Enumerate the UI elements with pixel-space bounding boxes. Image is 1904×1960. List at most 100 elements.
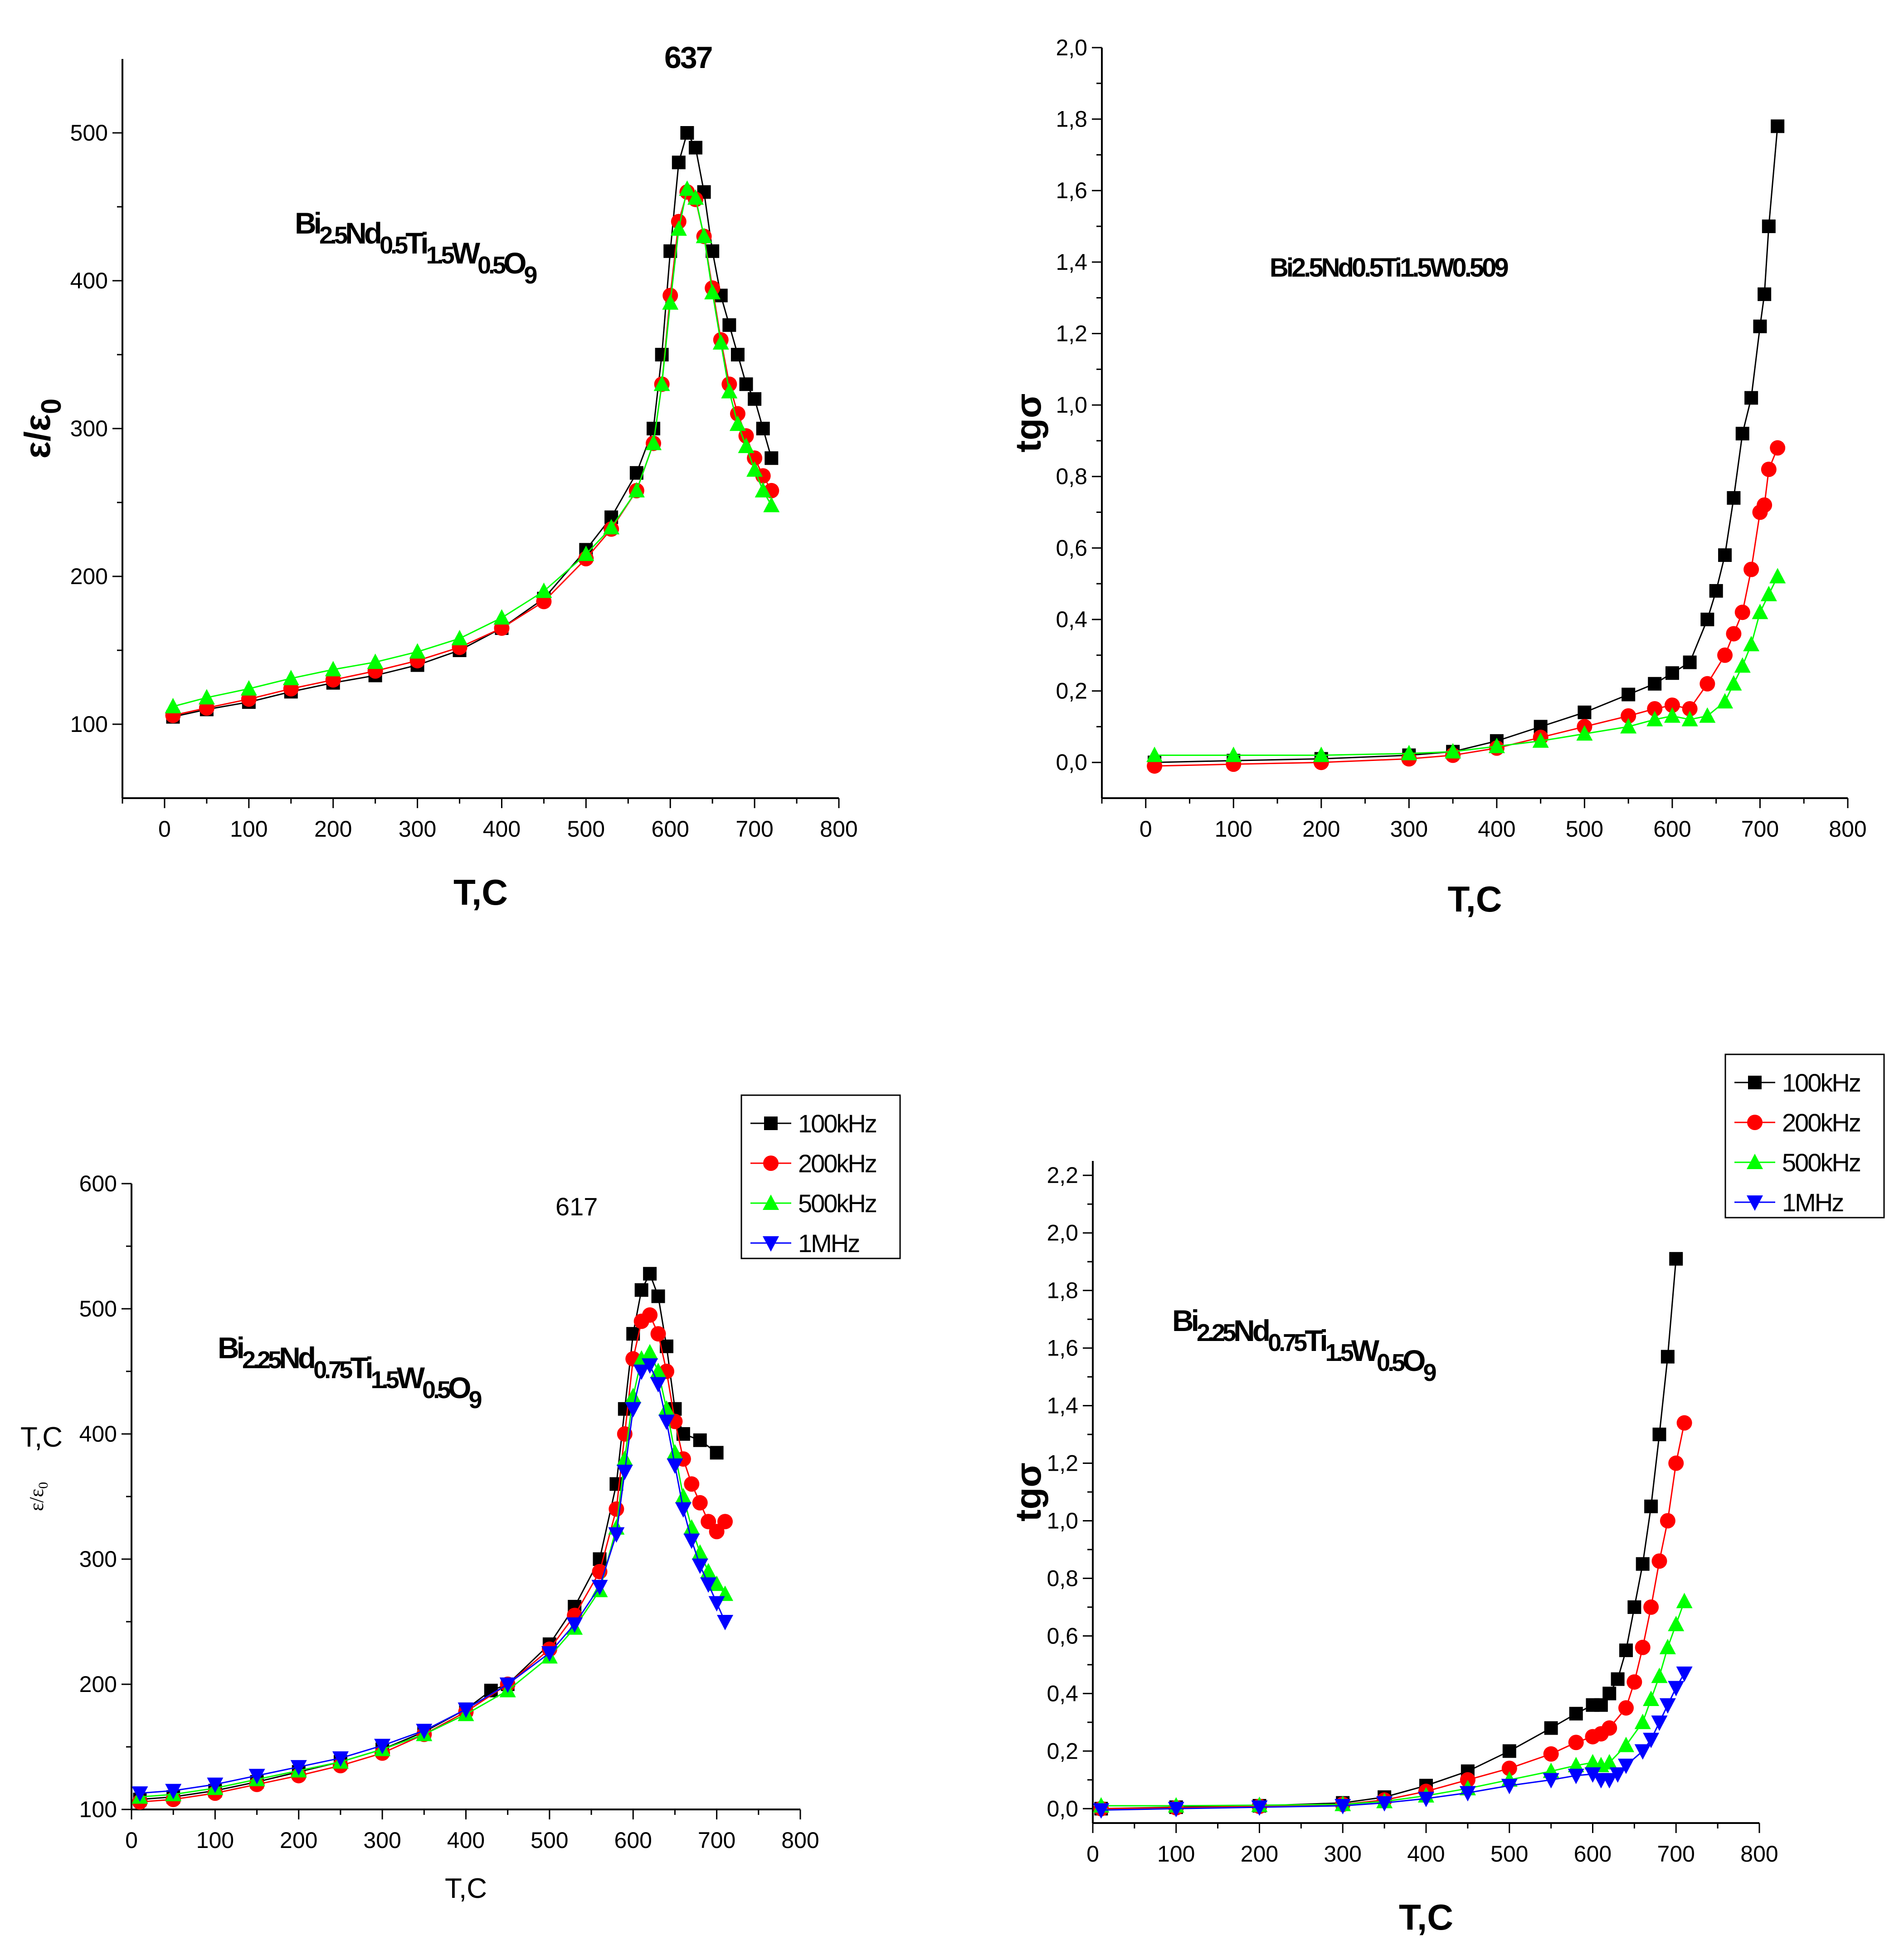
data-point (616, 1464, 633, 1480)
formula-element: Nd (345, 216, 380, 250)
data-point (1664, 707, 1680, 723)
composition-formula: Bi2.25Nd0.75Ti1.5W0.5O9 (1172, 1304, 1436, 1386)
y-tick-label: 300 (70, 416, 108, 441)
data-point (1584, 1767, 1601, 1783)
data-point (1601, 1773, 1618, 1789)
data-point (165, 697, 181, 713)
data-point (667, 1458, 683, 1474)
peak-annotation: 617 (555, 1192, 598, 1221)
x-tick-label: 800 (1740, 1841, 1778, 1867)
data-point (717, 1615, 734, 1630)
data-point (1725, 675, 1742, 691)
x-tick-label: 200 (1241, 1841, 1278, 1867)
y-tick-label: 1,4 (1056, 249, 1087, 275)
data-point (1093, 1803, 1110, 1819)
data-point (367, 653, 384, 669)
x-tick-label: 400 (447, 1828, 485, 1853)
data-point (493, 609, 510, 625)
data-point (1709, 584, 1723, 598)
data-point (1619, 1643, 1633, 1658)
x-tick-label: 500 (1566, 816, 1603, 842)
data-point (1635, 1639, 1651, 1655)
data-point (1578, 705, 1592, 719)
data-point (1168, 1802, 1184, 1818)
data-point (700, 1577, 717, 1593)
data-point (1622, 687, 1636, 702)
data-point (332, 1751, 349, 1767)
data-point (704, 284, 721, 300)
y-axis-label: ε/ε0 (17, 399, 67, 459)
data-point (684, 1476, 700, 1492)
series-line (173, 131, 772, 718)
data-point (1743, 561, 1759, 577)
series-1MHz (131, 1358, 734, 1802)
data-point (747, 450, 763, 466)
legend-label: 1MHz (1782, 1188, 1843, 1217)
data-point (1620, 718, 1637, 734)
data-point (1659, 1638, 1676, 1654)
data-point (1757, 497, 1773, 513)
data-point (1735, 427, 1749, 441)
legend-marker (764, 1117, 778, 1130)
data-point (667, 1444, 683, 1460)
data-point (608, 1527, 625, 1543)
formula-element: W (1351, 1334, 1380, 1367)
legend-label: 100kHz (1782, 1068, 1860, 1097)
series-200kHz (1147, 440, 1786, 774)
data-point (1576, 725, 1593, 741)
series-100kHz (1148, 119, 1785, 770)
x-tick-label: 500 (1490, 1841, 1528, 1867)
x-tick-label: 100 (1157, 1841, 1195, 1867)
x-tick-label: 200 (280, 1828, 317, 1853)
formula-subscript: 1.5 (371, 1366, 399, 1394)
formula-element: Ti (350, 1351, 371, 1385)
data-point (645, 434, 662, 450)
y-tick-label: 100 (70, 712, 108, 737)
data-point (165, 1784, 182, 1799)
data-point (708, 1596, 725, 1612)
data-point (1532, 732, 1549, 748)
formula-element: W (452, 236, 481, 270)
data-point (1676, 1415, 1692, 1431)
data-point (658, 1400, 675, 1416)
data-point (207, 1777, 224, 1793)
x-tick-label: 200 (1302, 816, 1340, 842)
data-point (603, 519, 620, 535)
legend-marker (763, 1236, 779, 1252)
data-point (1683, 655, 1697, 669)
data-point (1418, 1792, 1434, 1808)
y-tick-label: 0,6 (1056, 535, 1087, 561)
data-point (642, 1358, 658, 1374)
series-200kHz (1093, 1415, 1692, 1817)
data-point (1543, 1773, 1559, 1789)
x-tick-label: 700 (698, 1828, 735, 1853)
x-tick-label: 700 (735, 816, 773, 842)
legend-label: 500kHz (1782, 1148, 1860, 1177)
data-point (1761, 461, 1777, 477)
data-point (1460, 1772, 1475, 1788)
data-point (1660, 1513, 1675, 1529)
data-point (722, 318, 736, 332)
y-tick-label: 0,2 (1056, 678, 1087, 704)
x-axis-label: T,C (1399, 1897, 1453, 1937)
y-axis-extra-label: T,C (20, 1422, 63, 1453)
data-point (1661, 1350, 1675, 1364)
data-point (541, 1646, 558, 1662)
data-point (1717, 647, 1733, 663)
data-point (1651, 1553, 1667, 1569)
data-point (1225, 746, 1242, 762)
x-tick-label: 0 (1139, 816, 1152, 842)
data-point (765, 451, 779, 465)
series-line (1101, 1258, 1677, 1809)
data-point (1644, 1499, 1658, 1513)
legend-marker (763, 1195, 779, 1210)
data-point (1601, 1754, 1618, 1770)
x-tick-label: 500 (567, 816, 605, 842)
data-point (738, 428, 754, 444)
data-point (1760, 585, 1777, 601)
x-tick-label: 400 (483, 816, 521, 842)
data-point (1700, 612, 1714, 626)
y-tick-label: 100 (79, 1797, 117, 1822)
data-point (1401, 745, 1417, 761)
